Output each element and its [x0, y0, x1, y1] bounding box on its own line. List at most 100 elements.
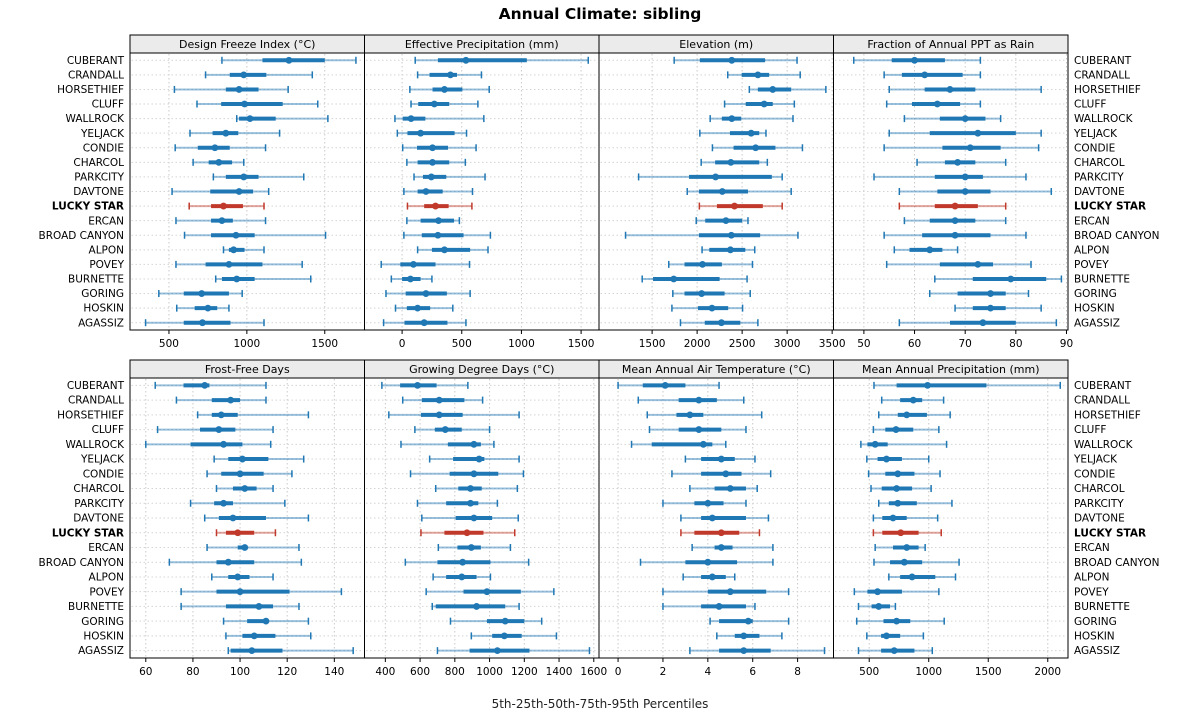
median-dot	[429, 144, 436, 152]
station-label-left-povey: POVEY	[89, 259, 124, 271]
station-label-right-charcol: CHARCOL	[1074, 157, 1125, 169]
whisker-hoskin	[175, 304, 230, 312]
whisker-condie	[711, 144, 804, 152]
whisker-burnette	[857, 602, 897, 610]
median-dot	[225, 260, 233, 268]
whisker-parkcity	[416, 499, 499, 507]
median-dot	[890, 647, 898, 655]
median-dot	[747, 129, 755, 137]
median-dot	[420, 319, 428, 327]
station-label-right-cuberant: CUBERANT	[1074, 55, 1132, 67]
axis-tick-label: 1500	[975, 666, 1002, 678]
panel-growing-degree-days-c-: Growing Degree Days (°C) 400 600 800 1000 120…	[364, 359, 607, 678]
whisker-burnette	[390, 275, 433, 283]
panel-title: Mean Annual Precipitation (mm)	[862, 363, 1039, 376]
whisker-horsethief	[748, 85, 827, 93]
whisker-crandall	[726, 71, 801, 79]
whisker-cluff	[196, 100, 319, 108]
median-dot	[695, 396, 703, 404]
whisker-broad-canyon	[404, 558, 530, 566]
median-dot	[422, 188, 430, 195]
median-dot	[1007, 275, 1015, 283]
whisker-cluff	[648, 426, 747, 434]
axis-tick-label: 50	[857, 338, 870, 350]
station-label-right-alpon: ALPON	[1074, 244, 1109, 256]
whisker-crandall	[175, 396, 267, 404]
whisker-agassiz	[436, 647, 591, 655]
median-dot	[708, 573, 716, 581]
whisker-goring	[672, 290, 751, 298]
station-label-right-horsethief: HORSETHIEF	[1074, 84, 1141, 96]
whisker-yeljack	[396, 129, 468, 137]
whisker-alpon	[888, 573, 957, 581]
median-dot	[722, 217, 730, 225]
median-dot	[961, 188, 969, 195]
station-label-left-condie: CONDIE	[83, 468, 124, 480]
median-dot	[661, 381, 669, 389]
station-label-right-ercan: ERCAN	[1074, 542, 1110, 554]
station-label-right-povey: POVEY	[1074, 259, 1109, 271]
whisker-broad-canyon	[624, 231, 799, 239]
median-dot	[222, 129, 230, 137]
station-label-left-agassiz: AGASSIZ	[78, 645, 124, 657]
whisker-yeljack	[699, 129, 767, 137]
panel-design-freeze-index-c-: Design Freeze Index (°C) 500 1000 1500	[129, 34, 365, 350]
median-dot	[708, 304, 716, 312]
station-label-left-crandall: CRANDALL	[68, 69, 124, 81]
station-label-right-wallrock: WALLROCK	[1074, 439, 1134, 451]
whisker-alpon	[222, 246, 265, 254]
panel-title: Mean Annual Air Temperature (°C)	[622, 363, 811, 376]
whisker-cuberant	[617, 381, 720, 389]
panel-frost-free-days: Frost-Free Days 60 80 100 120 140	[129, 359, 365, 678]
median-dot	[946, 86, 954, 93]
whisker-cuberant	[853, 56, 982, 64]
median-dot	[924, 381, 931, 389]
axis-tick-label: 1500	[568, 338, 595, 350]
station-label-right-agassiz: AGASSIZ	[1074, 645, 1120, 657]
axis-tick-label: 500	[159, 338, 179, 350]
median-dot	[726, 485, 734, 492]
whisker-hoskin	[225, 632, 312, 640]
median-dot	[893, 617, 900, 625]
whisker-goring	[928, 290, 1030, 298]
axis-tick-label: 8	[794, 666, 801, 678]
median-dot	[954, 158, 961, 166]
whisker-horsethief	[173, 85, 289, 93]
median-dot	[717, 529, 725, 537]
station-label-left-lucky-star: LUCKY STAR	[52, 527, 124, 539]
median-dot	[894, 499, 902, 507]
median-dot	[893, 485, 900, 492]
median-dot	[429, 158, 436, 166]
median-dot	[239, 455, 246, 463]
median-dot	[987, 290, 994, 297]
station-label-right-davtone: DAVTONE	[1074, 186, 1125, 198]
whisker-charcol	[434, 485, 519, 493]
whisker-horsethief	[646, 411, 763, 419]
median-dot	[217, 411, 225, 419]
whisker-ercan	[903, 217, 1007, 225]
station-label-left-charcol: CHARCOL	[73, 157, 124, 169]
median-dot	[215, 158, 223, 166]
median-dot	[233, 275, 241, 283]
station-label-right-cluff: CLUFF	[1074, 424, 1106, 436]
whisker-ercan	[691, 543, 774, 551]
whisker-wallrock	[394, 115, 485, 123]
station-label-right-cuberant: CUBERANT	[1074, 380, 1132, 392]
whisker-ercan	[695, 217, 749, 225]
median-dot	[434, 231, 442, 239]
whisker-lucky-star	[215, 529, 277, 537]
station-label-left-hoskin: HOSKIN	[83, 303, 124, 315]
median-dot	[483, 588, 491, 596]
whisker-charcol	[916, 158, 1007, 166]
whisker-agassiz	[679, 319, 759, 327]
whisker-wallrock	[630, 440, 727, 448]
median-dot	[414, 304, 422, 312]
whisker-ercan	[206, 543, 300, 551]
whisker-burnette	[934, 275, 1063, 283]
median-dot	[201, 381, 209, 389]
median-dot	[422, 290, 430, 297]
axis-tick-label: 90	[1060, 338, 1073, 350]
whisker-agassiz	[898, 319, 1058, 327]
station-label-right-davtone: DAVTONE	[1074, 513, 1125, 525]
median-dot	[255, 603, 263, 610]
